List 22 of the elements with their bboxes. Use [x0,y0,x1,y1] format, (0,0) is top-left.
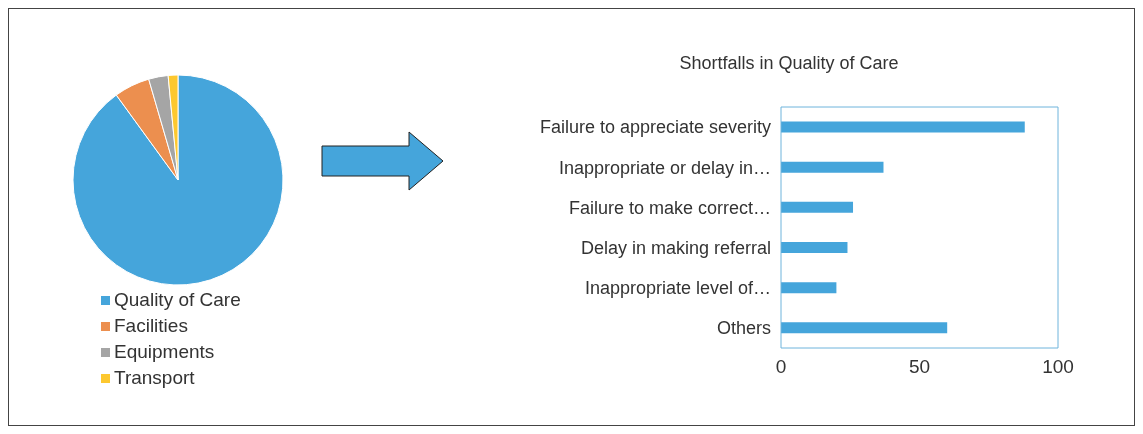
bar [781,121,1025,133]
x-tick-label: 50 [908,356,931,378]
pie-slice [72,74,284,286]
bar [781,322,948,334]
legend-label: Transport [114,367,195,389]
x-tick-label: 0 [775,356,787,378]
legend-label: Facilities [114,315,188,337]
pie-slice [115,78,179,181]
bar [781,201,854,213]
bar [781,241,848,253]
chart-title: Shortfalls in Quality of Care [678,53,900,74]
bar [781,161,884,173]
y-tick-label: Others [716,318,771,339]
x-tick-label: 100 [1042,356,1074,378]
y-tick-label: Failure to appreciate severity [539,117,771,138]
y-tick-label: Delay in making referral [580,237,771,258]
legend-label: Quality of Care [114,289,241,311]
y-tick-label: Failure to make correct… [568,197,771,218]
bar [781,282,837,294]
y-tick-label: Inappropriate level of… [584,278,771,299]
y-tick-label: Inappropriate or delay in… [558,157,771,178]
legend-label: Equipments [114,341,215,363]
